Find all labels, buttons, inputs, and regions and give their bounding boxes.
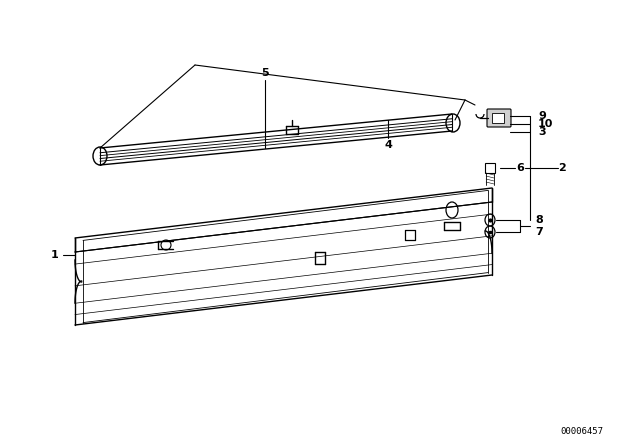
Text: 7: 7 xyxy=(535,227,543,237)
Text: 00006457: 00006457 xyxy=(561,427,604,436)
Text: 2: 2 xyxy=(558,163,566,173)
Bar xyxy=(492,113,504,123)
Text: 10: 10 xyxy=(538,119,554,129)
Text: 6: 6 xyxy=(516,163,524,173)
Text: 4: 4 xyxy=(384,140,392,150)
Bar xyxy=(485,163,495,173)
Text: 1: 1 xyxy=(51,250,59,260)
Text: 3: 3 xyxy=(538,127,546,137)
FancyBboxPatch shape xyxy=(487,109,511,127)
Text: 8: 8 xyxy=(535,215,543,225)
Text: 9: 9 xyxy=(538,111,546,121)
Text: 5: 5 xyxy=(261,68,269,78)
